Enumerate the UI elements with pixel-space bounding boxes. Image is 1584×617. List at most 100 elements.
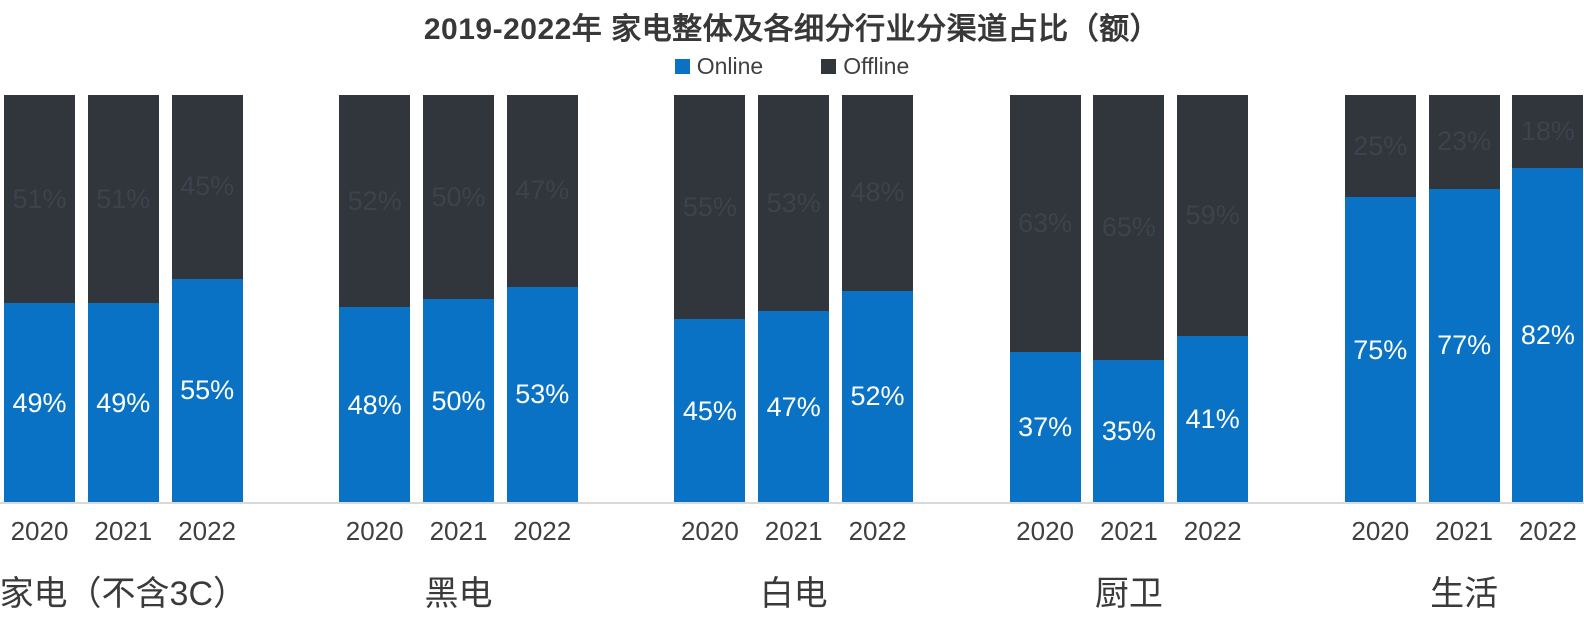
bar-segment-offline: 50%: [423, 95, 494, 299]
online-swatch-icon: [674, 59, 690, 74]
offline-value-label: 53%: [766, 187, 821, 218]
offline-value-label: 51%: [96, 183, 151, 214]
offline-value-label: 52%: [347, 185, 402, 216]
online-value-label: 48%: [347, 389, 402, 420]
bar-segment-online: 49%: [87, 303, 159, 503]
bar-segment-offline: 59%: [1177, 95, 1249, 336]
category-group-label: 厨卫: [1094, 575, 1163, 613]
bar-segment-offline: 52%: [339, 95, 411, 308]
offline-value-label: 48%: [850, 177, 905, 208]
online-value-label: 41%: [1185, 403, 1240, 434]
legend-offline-label: Offline: [843, 53, 910, 79]
offline-value-label: 59%: [1185, 199, 1240, 230]
bar-segment-offline: 45%: [171, 95, 243, 279]
x-axis-year-label: 2022: [513, 516, 572, 546]
bar-白电-2022: 48% 52%: [842, 95, 913, 503]
x-axis-year-label: 2020: [680, 516, 739, 546]
x-axis-year-label: 2021: [1099, 516, 1158, 546]
bar-segment-online: 55%: [171, 278, 243, 503]
x-axis-year-label: 2020: [10, 516, 69, 546]
bar-生活-2020: 25% 75%: [1344, 95, 1416, 503]
online-value-label: 45%: [682, 395, 737, 426]
chart-legend: Online Offline: [0, 53, 1584, 80]
offline-value-label: 63%: [1018, 208, 1073, 239]
x-axis-year-label: 2020: [1016, 516, 1074, 546]
bar-生活-2022: 18% 82%: [1512, 95, 1584, 503]
bar-segment-online: 35%: [1093, 360, 1165, 503]
bar-segment-offline: 63%: [1009, 95, 1081, 353]
bar-segment-online: 37%: [1009, 352, 1081, 503]
legend-item-offline: Offline: [821, 53, 909, 80]
online-value-label: 49%: [96, 387, 151, 418]
bar-家电（不含3C）-2021: 51% 49%: [87, 95, 159, 503]
bar-segment-online: 75%: [1344, 197, 1416, 503]
bar-segment-offline: 23%: [1428, 95, 1500, 189]
online-value-label: 37%: [1018, 412, 1073, 443]
legend-item-online: Online: [674, 53, 764, 80]
bar-segment-offline: 55%: [674, 95, 746, 320]
bar-厨卫-2022: 59% 41%: [1177, 95, 1249, 503]
online-value-label: 35%: [1101, 416, 1156, 447]
legend-online-label: Online: [696, 53, 764, 79]
x-axis-year-label: 2021: [94, 516, 153, 546]
bar-黑电-2020: 52% 48%: [339, 95, 411, 503]
bar-白电-2020: 55% 45%: [674, 95, 746, 503]
bar-生活-2021: 23% 77%: [1428, 95, 1500, 503]
online-value-label: 55%: [180, 375, 235, 406]
online-value-label: 50%: [431, 385, 486, 416]
bar-segment-offline: 65%: [1093, 95, 1165, 361]
x-axis-year-label: 2022: [1183, 516, 1242, 546]
x-axis-year-label: 2020: [1351, 516, 1410, 546]
offline-value-label: 55%: [682, 191, 737, 222]
x-axis-year-label: 2022: [1518, 516, 1577, 546]
bar-segment-offline: 47%: [506, 95, 578, 287]
offline-value-label: 18%: [1520, 116, 1575, 147]
online-value-label: 49%: [12, 387, 67, 418]
x-axis-line: [0, 502, 1584, 504]
online-value-label: 75%: [1353, 334, 1408, 365]
offline-value-label: 65%: [1101, 212, 1156, 243]
bar-segment-online: 48%: [339, 307, 411, 503]
bar-segment-online: 50%: [423, 299, 494, 503]
bar-segment-online: 45%: [674, 319, 746, 503]
bar-segment-offline: 51%: [87, 95, 159, 304]
bar-segment-online: 52%: [842, 290, 913, 503]
category-group-label: 白电: [759, 575, 828, 613]
online-value-label: 52%: [850, 381, 905, 412]
offline-swatch-icon: [821, 59, 837, 74]
bar-黑电-2021: 50% 50%: [423, 95, 494, 503]
bar-segment-online: 47%: [758, 311, 830, 503]
offline-value-label: 25%: [1353, 130, 1408, 161]
bar-白电-2021: 53% 47%: [758, 95, 830, 503]
x-axis-year-label: 2021: [429, 516, 488, 546]
bar-家电（不含3C）-2022: 45% 55%: [171, 95, 243, 503]
offline-value-label: 23%: [1437, 126, 1492, 157]
x-axis-year-label: 2022: [178, 516, 236, 546]
x-axis-year-label: 2021: [1435, 516, 1493, 546]
offline-value-label: 51%: [12, 183, 67, 214]
bar-segment-online: 41%: [1177, 335, 1249, 503]
offline-value-label: 47%: [515, 175, 570, 206]
online-value-label: 82%: [1520, 320, 1575, 351]
bar-厨卫-2021: 65% 35%: [1093, 95, 1165, 503]
bar-segment-online: 49%: [4, 303, 75, 503]
online-value-label: 47%: [766, 391, 821, 422]
online-value-label: 53%: [515, 379, 570, 410]
x-axis-year-label: 2021: [764, 516, 823, 546]
bar-厨卫-2020: 63% 37%: [1009, 95, 1081, 503]
chart-title: 2019-2022年 家电整体及各细分行业分渠道占比（额）: [423, 13, 1161, 46]
bar-segment-offline: 51%: [4, 95, 75, 304]
x-axis-year-label: 2020: [345, 516, 404, 546]
bar-segment-offline: 53%: [758, 95, 830, 312]
category-group-label: 家电（不含3C）: [0, 575, 248, 613]
bar-segment-offline: 48%: [842, 95, 913, 291]
bar-黑电-2022: 47% 53%: [506, 95, 578, 503]
offline-value-label: 45%: [180, 171, 235, 202]
bar-家电（不含3C）-2020: 51% 49%: [4, 95, 75, 503]
bar-segment-online: 77%: [1428, 188, 1500, 503]
online-value-label: 77%: [1437, 330, 1492, 361]
bar-segment-online: 53%: [506, 286, 578, 503]
bar-segment-offline: 25%: [1344, 95, 1416, 197]
category-group-label: 生活: [1430, 575, 1499, 613]
